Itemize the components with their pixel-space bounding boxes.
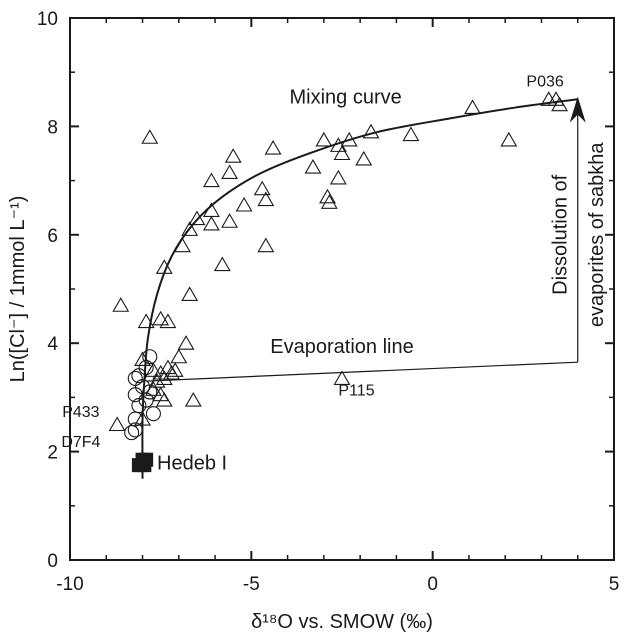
triangle-point (177, 335, 195, 350)
triangle-point (134, 410, 151, 426)
triangle-point (257, 237, 275, 253)
triangle-point (235, 196, 253, 212)
triangle-point (181, 221, 199, 236)
y-tick-label: 4 (47, 334, 58, 355)
triangle-point (362, 123, 380, 139)
point-label-hedeb: Hedeb I (157, 452, 227, 474)
triangle-point (551, 96, 569, 112)
triangle-point (333, 370, 351, 385)
chart-lines (141, 96, 586, 479)
evaporation-line (146, 361, 578, 382)
triangle-point (464, 99, 482, 114)
triangle-point (170, 348, 188, 364)
y-axis-title: Ln([Cl⁻] / 1mmol L⁻¹) (7, 196, 29, 383)
triangle-point (141, 129, 159, 144)
triangle-point (320, 194, 338, 209)
circle-point (142, 384, 158, 400)
circle-point (142, 349, 158, 365)
triangle-point (181, 286, 199, 301)
triangle-point (257, 191, 275, 207)
evaporation-line-label: Evaporation line (270, 336, 413, 358)
triangle-point (340, 131, 358, 147)
x-axis-title: δ¹⁸O vs. SMOW (‰) (251, 611, 433, 633)
triangle-point (155, 259, 173, 274)
x-tick-label: 5 (609, 574, 620, 595)
circle-point (145, 406, 161, 422)
triangle-point (355, 150, 373, 166)
triangle-point (202, 172, 220, 188)
y-tick-label: 6 (47, 226, 58, 247)
circle-point (127, 370, 143, 386)
point-label-d7f4: D7F4 (61, 434, 100, 451)
x-tick-label: -5 (243, 574, 260, 595)
x-tick-label: -10 (56, 574, 83, 595)
triangle-point (221, 213, 239, 228)
triangle-point (329, 169, 347, 185)
axis-ticks (69, 17, 615, 561)
triangle-point (159, 359, 177, 375)
x-tick-label: 0 (427, 574, 438, 595)
triangle-point (264, 139, 282, 155)
chart-annotations: Mixing curve Evaporation line Dissolutio… (61, 73, 608, 474)
axis-tick-labels: -10 -5 0 5 0 2 4 6 8 10 (37, 9, 619, 595)
triangle-point (134, 351, 151, 367)
circle-point (131, 368, 147, 384)
y-tick-label: 8 (47, 117, 58, 138)
triangle-point (137, 313, 155, 329)
triangle-point (304, 158, 322, 174)
triangle-point (402, 126, 420, 142)
triangle-point (112, 297, 130, 312)
triangle-point (166, 362, 184, 377)
circle-point (124, 425, 140, 441)
point-label-p115: P115 (338, 382, 374, 399)
triangle-point (152, 364, 170, 380)
sabkha-label-line-1: Dissolution of (550, 174, 572, 295)
triangle-point (221, 164, 239, 180)
triangle-point (253, 180, 271, 196)
triangle-point (159, 313, 177, 329)
sabkha-label-line-2: evaporites of sabkha (586, 142, 608, 327)
triangle-point (315, 131, 333, 147)
triangle-point (202, 215, 220, 231)
triangle-point (184, 392, 202, 407)
data-points (108, 91, 569, 473)
triangle-point (319, 188, 336, 204)
square-point (137, 458, 152, 473)
point-label-p433: P433 (62, 404, 99, 421)
triangle-point (333, 145, 351, 161)
triangle-point (152, 310, 170, 326)
mixing-curve-label: Mixing curve (289, 87, 401, 109)
sabkha-arrow-head (569, 96, 586, 123)
triangle-point (144, 362, 162, 377)
triangle-point (173, 237, 191, 253)
y-tick-label: 0 (47, 551, 58, 572)
triangle-point (224, 148, 242, 163)
point-label-p036: P036 (526, 73, 563, 90)
triangle-point (500, 131, 518, 147)
triangle-point (148, 373, 166, 388)
triangle-point (188, 210, 206, 226)
triangle-point (155, 392, 173, 407)
y-tick-label: 10 (37, 9, 58, 30)
y-tick-label: 2 (47, 443, 58, 464)
mixing-curve (141, 98, 578, 479)
circle-point (127, 422, 143, 438)
triangle-point (213, 256, 231, 272)
triangle-point (108, 416, 126, 432)
